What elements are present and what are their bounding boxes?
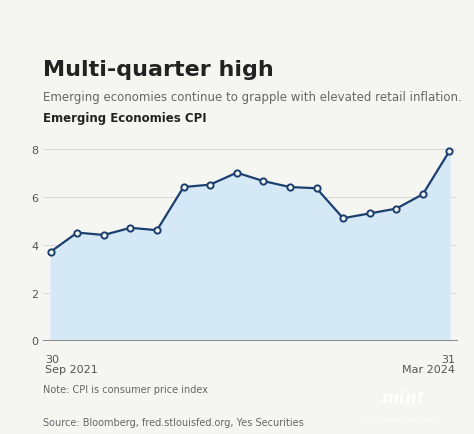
Text: Source: Bloomberg, fred.stlouisfed.org, Yes Securities: Source: Bloomberg, fred.stlouisfed.org, … [43, 418, 303, 427]
Text: Emerging Economies CPI: Emerging Economies CPI [43, 112, 206, 125]
Text: 31: 31 [441, 354, 455, 364]
Text: Note: CPI is consumer price index: Note: CPI is consumer price index [43, 384, 208, 394]
Text: Emerging economies continue to grapple with elevated retail inflation.: Emerging economies continue to grapple w… [43, 91, 461, 104]
Text: Multi-quarter high: Multi-quarter high [43, 60, 273, 80]
Text: mint: mint [381, 389, 425, 406]
Text: Mar 2024: Mar 2024 [402, 365, 455, 375]
Text: Sep 2021: Sep 2021 [45, 365, 98, 375]
Text: Think Ahead. Think Growth.: Think Ahead. Think Growth. [366, 416, 439, 421]
Text: 30: 30 [45, 354, 59, 364]
